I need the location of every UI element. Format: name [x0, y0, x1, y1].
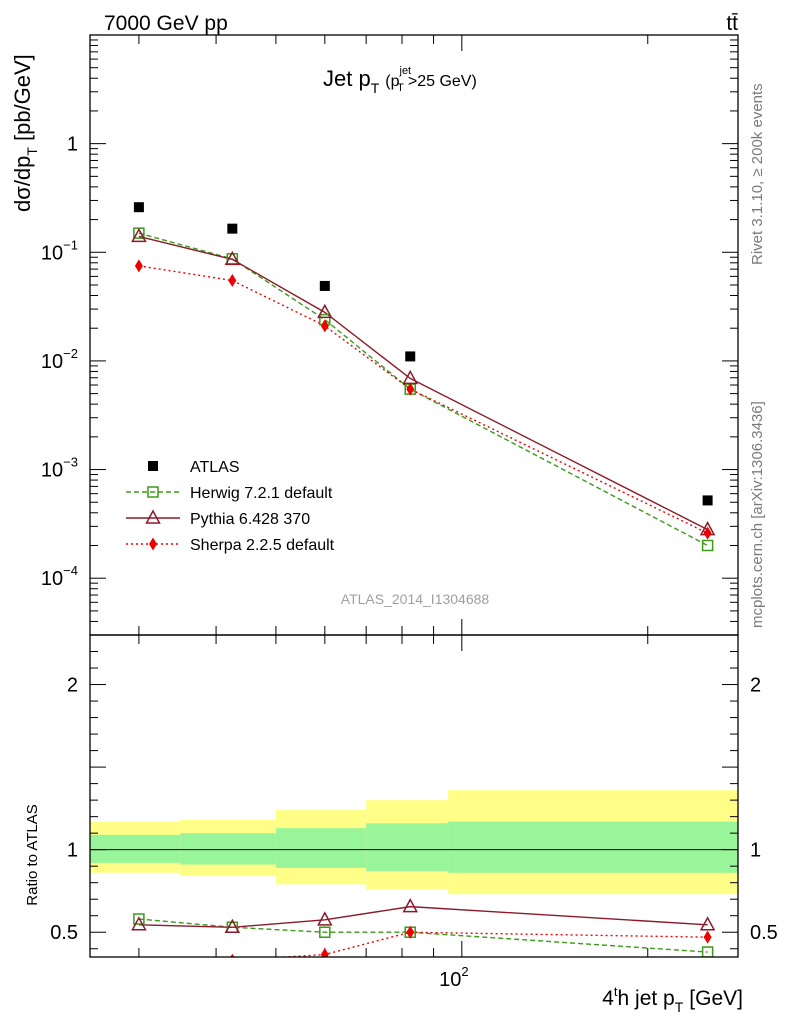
ratio-herwig-line	[138, 918, 708, 953]
ratio-uncertainty-bands	[90, 790, 738, 895]
ratio-series-markers	[131, 898, 716, 973]
pythia-point	[402, 369, 418, 385]
y-tick-label: 1	[67, 134, 78, 156]
legend-herwig-marker	[147, 486, 159, 498]
mcplots-label: mcplots.cern.ch [arXiv:1306.3436]	[749, 401, 766, 628]
ratio-herwig-point	[133, 913, 145, 925]
ratio-sherpa-point	[230, 953, 235, 957]
main-y-tick-labels: 1 10−1 10−2 10−3 10−4	[41, 134, 78, 591]
legend-herwig-label: Herwig 7.2.1 default	[190, 485, 333, 502]
x-tick-labels: 102	[439, 964, 468, 991]
ratio-y-tick-label-left: 1	[67, 840, 78, 862]
stat-uncertainty-band	[448, 821, 738, 873]
main-series-markers	[131, 202, 716, 552]
energy-label: 7000 GeV pp	[104, 12, 228, 35]
sherpa-point	[703, 526, 712, 540]
atlas-point	[702, 495, 713, 506]
stat-uncertainty-band	[366, 823, 449, 872]
sherpa-point	[320, 319, 329, 333]
x-tick-label: 102	[439, 964, 468, 991]
stat-uncertainty-band	[180, 833, 276, 865]
atlas-point	[227, 223, 238, 234]
stat-uncertainty-band	[90, 834, 181, 863]
ratio-plot-frame	[89, 634, 739, 958]
ratio-y-tick-label-right: 1	[750, 840, 761, 862]
y-tick-label: 10−2	[41, 346, 78, 373]
y-tick-label: 10−4	[41, 563, 78, 590]
ratio-pythia-line	[138, 905, 708, 928]
ratio-herwig-point	[701, 946, 714, 957]
ratio-sherpa-line	[273, 931, 708, 957]
stat-uncertainty-band	[275, 828, 367, 868]
ratio-y-tick-label-left: 0.5	[50, 922, 78, 944]
ratio-pythia-point	[699, 916, 716, 931]
ratio-pythia-point	[131, 916, 147, 931]
ratio-y-tick-labels: 2 2 1 1 0.5 0.5	[50, 675, 778, 945]
ratio-y-tick-label-left: 2	[67, 675, 78, 697]
main-series-lines	[138, 232, 708, 547]
ratio-pythia-point	[317, 911, 333, 926]
y-tick-label: 10−1	[41, 237, 78, 264]
legend-sherpa-marker	[149, 537, 157, 551]
main-plot-panel: 1 10−1 10−2 10−3 10−4 Jet pT (pjet T >25 GeV) d…	[10, 34, 739, 636]
main-y-axis-label: dσ/dpT[pb/GeV]	[10, 54, 40, 212]
x-axis-label: 4th jet pT [GeV]	[602, 984, 743, 1015]
ratio-sherpa-point	[320, 948, 329, 957]
pythia-point	[317, 303, 333, 319]
atlas-point	[405, 351, 416, 362]
y-tick-label: 10−3	[41, 455, 78, 482]
analysis-watermark: ATLAS_2014_I1304688	[341, 591, 490, 607]
ratio-herwig-point	[319, 926, 331, 938]
ratio-y-axis-label: Ratio to ATLAS	[24, 804, 41, 905]
ratio-axis-ticks	[90, 635, 738, 957]
ratio-sherpa-point	[703, 930, 712, 944]
herwig-line	[138, 232, 708, 547]
sherpa-point	[406, 382, 415, 396]
legend: ATLAS Herwig 7.2.1 default Pythia 6.428 37…	[126, 459, 335, 554]
herwig-point	[701, 539, 714, 552]
ratio-series-lines	[138, 905, 708, 957]
sherpa-point	[228, 273, 237, 287]
legend-pythia-label: Pythia 6.428 370	[190, 511, 310, 528]
legend-atlas-label: ATLAS	[190, 459, 240, 476]
sherpa-point	[134, 259, 143, 273]
main-axis-ticks	[90, 34, 738, 636]
pythia-line	[138, 235, 708, 531]
ratio-sherpa-point	[135, 960, 143, 973]
rivet-label: Rivet 3.1.10, ≥ 200k events	[749, 83, 766, 265]
ratio-pythia-point	[402, 898, 418, 913]
legend-atlas-marker	[148, 461, 158, 471]
plot-title: Jet pT (pjet T >25 GeV)	[323, 65, 477, 96]
ratio-pythia-point	[224, 918, 241, 934]
pythia-point	[224, 250, 241, 266]
ratio-plot-panel: 2 2 1 1 0.5 0.5 Ratio to ATLAS 102 4th jet pT…	[24, 634, 778, 1015]
main-plot-frame	[89, 34, 739, 636]
legend-sherpa-label: Sherpa 2.2.5 default	[190, 537, 335, 554]
ratio-y-tick-label-right: 0.5	[750, 922, 778, 944]
process-label: tt̄	[726, 12, 738, 35]
ratio-sherpa-point	[406, 925, 415, 939]
ratio-y-tick-label-right: 2	[750, 675, 761, 697]
legend-pythia-marker	[145, 509, 161, 524]
atlas-point	[319, 280, 330, 291]
atlas-point	[133, 202, 144, 213]
pythia-point	[131, 227, 147, 243]
